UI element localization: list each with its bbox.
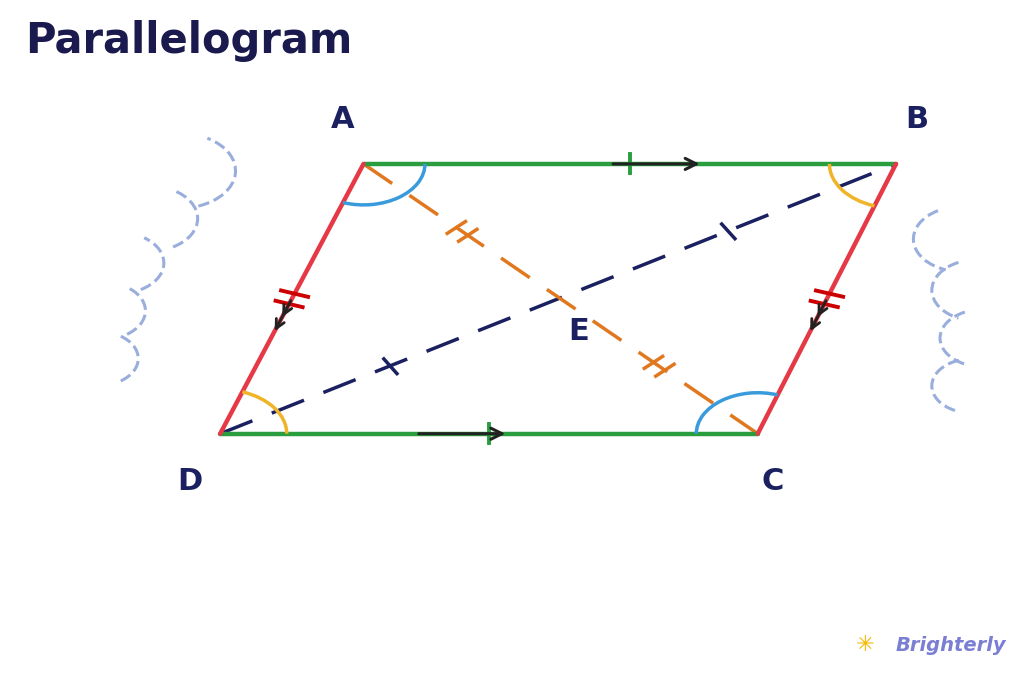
Text: A: A [331,105,355,134]
Text: E: E [568,317,589,346]
Text: C: C [762,467,784,496]
Text: B: B [905,105,928,134]
Text: D: D [177,467,202,496]
Text: ✳: ✳ [856,635,874,656]
Text: Parallelogram: Parallelogram [26,20,353,62]
Text: Brighterly: Brighterly [896,636,1007,655]
